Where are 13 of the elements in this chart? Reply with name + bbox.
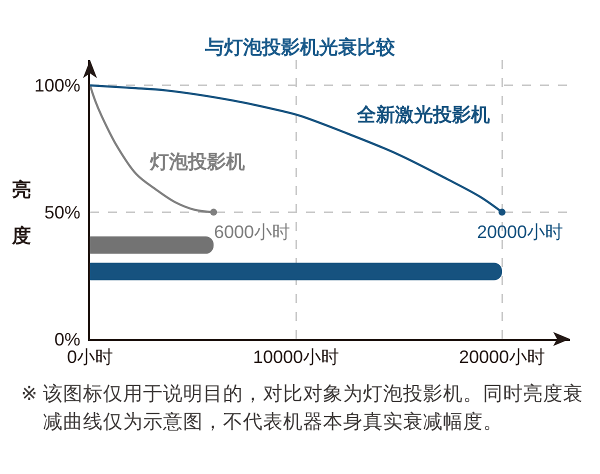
y-tick-label: 50% [44,202,80,222]
y-tick-label: 0% [54,329,80,350]
chart-title: 与灯泡投影机光衰比较 [204,36,396,59]
text: ※ 该图标仅用于说明目的，对比对象为灯泡投影机。同时亮度衰减曲线仅为示意图，不代表机器本身真实衰减幅度。 [21,382,583,435]
annotation: 6000小时 [214,222,290,242]
text: 亮度 [12,180,31,247]
annotation: 20000小时 [477,222,564,242]
x-tick-label: 10000小时 [252,347,340,367]
y-tick-label: 100% [34,76,80,96]
series-label: 灯泡投影机 [149,152,245,173]
series-label: 全新激光投影机 [356,104,490,126]
x-tick-label: 0小时 [66,347,114,367]
x-tick-label: 20000小时 [458,347,546,367]
